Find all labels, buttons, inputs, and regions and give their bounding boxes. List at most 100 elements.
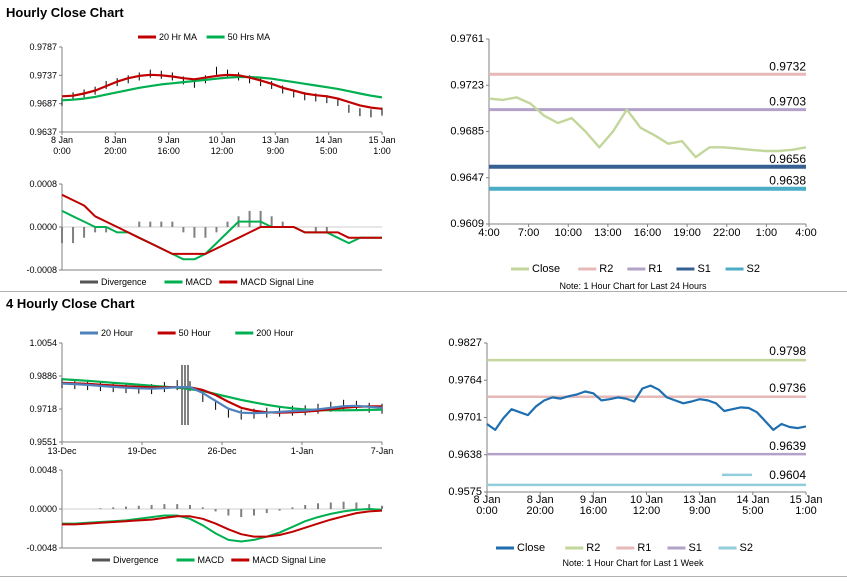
hourly-macd-ytick-label: 0.0000 bbox=[29, 222, 57, 232]
hourly-price-ytick-label: 0.9687 bbox=[29, 99, 57, 109]
week-level-label: 0.9604 bbox=[769, 468, 806, 482]
hourly-price-xtick-label: 10 Jan bbox=[208, 135, 235, 145]
week-chart-ytick-label: 0.9764 bbox=[448, 374, 482, 386]
hourly-50-ma-line bbox=[61, 75, 383, 102]
hourly-price-xtick-label: 16:00 bbox=[157, 146, 180, 156]
hourly-price-ytick-label: 0.9787 bbox=[29, 42, 57, 52]
day-chart-ytick-label: 0.9685 bbox=[450, 126, 484, 138]
hourly-macd-legend-label: Divergence bbox=[101, 277, 147, 287]
four-price-ytick-label: 1.0054 bbox=[29, 338, 57, 348]
day-chart-xtick-label: 16:00 bbox=[634, 227, 662, 239]
four-macd-legend-label: MACD Signal Line bbox=[252, 555, 326, 565]
day-close-line bbox=[488, 96, 807, 159]
day-chart-ytick-label: 0.9647 bbox=[450, 172, 484, 184]
day-chart-xtick-label: 19:00 bbox=[673, 227, 701, 239]
hourly-price-xtick-label: 8 Jan bbox=[51, 135, 73, 145]
week-chart-xtick-label: 8 Jan bbox=[474, 494, 501, 506]
week-chart-xtick-label: 9:00 bbox=[689, 505, 710, 517]
hourly-price-xtick-label: 8 Jan bbox=[104, 135, 126, 145]
four-50-hour-line bbox=[61, 381, 382, 414]
week-chart-xtick-label: 20:00 bbox=[526, 505, 554, 517]
week-close-line bbox=[486, 384, 807, 431]
week-chart-xtick-label: 15 Jan bbox=[789, 494, 822, 506]
hourly-title: Hourly Close Chart bbox=[6, 5, 124, 20]
bottom-divider bbox=[0, 576, 847, 577]
four-hourly-title: 4 Hourly Close Chart bbox=[6, 296, 135, 311]
week-chart-xtick-label: 13 Jan bbox=[683, 494, 716, 506]
day-chart-xtick-label: 1:00 bbox=[756, 227, 777, 239]
four-macd-ytick-label: 0.0048 bbox=[29, 465, 57, 475]
day-chart-xtick-label: 22:00 bbox=[713, 227, 741, 239]
hourly-price-ytick-label: 0.9637 bbox=[29, 127, 57, 137]
week-chart-xtick-label: 1:00 bbox=[795, 505, 816, 517]
hourly-price-xtick-label: 9:00 bbox=[267, 146, 285, 156]
hourly-price-xtick-label: 20:00 bbox=[104, 146, 127, 156]
hourly-price-xtick-label: 5:00 bbox=[320, 146, 338, 156]
hourly-macd-ytick-label: -0.0008 bbox=[26, 265, 57, 275]
day-chart-ytick-label: 0.9723 bbox=[450, 79, 484, 91]
hourly-macd-line bbox=[61, 210, 382, 261]
four-signal-line bbox=[62, 509, 383, 538]
day-chart-legend-label: R1 bbox=[648, 263, 662, 275]
week-chart-note: Note: 1 Hour Chart for Last 1 Week bbox=[563, 558, 704, 568]
week-level-label: 0.9736 bbox=[769, 381, 806, 395]
four-price-ytick-label: 0.9718 bbox=[29, 404, 57, 414]
four-macd-ytick-label: 0.0000 bbox=[29, 504, 57, 514]
hourly-price-xtick-label: 14 Jan bbox=[315, 135, 342, 145]
hourly-price-xtick-label: 13 Jan bbox=[262, 135, 289, 145]
hourly-price-xtick-label: 9 Jan bbox=[158, 135, 180, 145]
day-chart-legend-label: S1 bbox=[697, 263, 710, 275]
week-chart-ytick-label: 0.9638 bbox=[448, 449, 482, 461]
four-macd-ytick-label: -0.0048 bbox=[26, 543, 57, 553]
day-chart-legend-label: S2 bbox=[747, 263, 760, 275]
four-price-xtick-label: 13-Dec bbox=[47, 446, 77, 456]
week-chart-legend-label: S1 bbox=[688, 542, 701, 554]
week-chart-xtick-label: 5:00 bbox=[742, 505, 763, 517]
week-chart-xtick-label: 8 Jan bbox=[527, 494, 554, 506]
hourly-price-xtick-label: 12:00 bbox=[211, 146, 234, 156]
week-chart-xtick-label: 9 Jan bbox=[580, 494, 607, 506]
day-chart-note: Note: 1 Hour Chart for Last 24 Hours bbox=[559, 281, 707, 291]
four-price-ytick-label: 0.9551 bbox=[29, 437, 57, 447]
week-chart-xtick-label: 14 Jan bbox=[736, 494, 769, 506]
four-macd-legend-label: MACD bbox=[198, 555, 225, 565]
hourly-macd-legend-label: MACD bbox=[186, 277, 213, 287]
week-chart-xtick-label: 10 Jan bbox=[630, 494, 663, 506]
hourly-price-xtick-label: 0:00 bbox=[53, 146, 71, 156]
day-chart-xtick-label: 7:00 bbox=[518, 227, 539, 239]
hourly-macd-ytick-label: 0.0008 bbox=[29, 179, 57, 189]
week-chart-xtick-label: 12:00 bbox=[633, 505, 661, 517]
hourly-20-ma-line bbox=[61, 73, 383, 110]
day-chart-legend-label: Close bbox=[532, 263, 560, 275]
four-price-ytick-label: 0.9886 bbox=[29, 371, 57, 381]
four-20-hour-line bbox=[61, 382, 383, 415]
week-level-label: 0.9798 bbox=[769, 344, 806, 358]
week-chart-legend-label: S2 bbox=[740, 542, 753, 554]
four-price-legend-label: 50 Hour bbox=[179, 328, 211, 338]
four-macd-legend-label: Divergence bbox=[113, 555, 159, 565]
week-chart-xtick-label: 16:00 bbox=[580, 505, 608, 517]
week-level-label: 0.9639 bbox=[769, 439, 806, 453]
hourly-price-legend-label: 20 Hr MA bbox=[159, 32, 197, 42]
day-level-label: 0.9656 bbox=[769, 152, 806, 166]
four-macd-line bbox=[62, 508, 383, 543]
four-price-legend-label: 20 Hour bbox=[101, 328, 133, 338]
four-price-legend-label: 200 Hour bbox=[256, 328, 293, 338]
day-chart-xtick-label: 4:00 bbox=[478, 227, 499, 239]
week-chart-legend-label: R2 bbox=[586, 542, 600, 554]
four-price-xtick-label: 7-Jan bbox=[371, 446, 394, 456]
day-level-label: 0.9732 bbox=[769, 59, 806, 73]
week-chart-legend-label: R1 bbox=[637, 542, 651, 554]
hourly-price-legend-label: 50 Hrs MA bbox=[228, 32, 271, 42]
day-chart-ytick-label: 0.9609 bbox=[450, 218, 484, 230]
four-price-xtick-label: 26-Dec bbox=[207, 446, 237, 456]
four-price-xtick-label: 19-Dec bbox=[127, 446, 157, 456]
hourly-price-xtick-label: 1:00 bbox=[373, 146, 391, 156]
day-level-label: 0.9638 bbox=[769, 174, 806, 188]
week-chart-ytick-label: 0.9701 bbox=[448, 412, 482, 424]
day-chart-xtick-label: 13:00 bbox=[594, 227, 622, 239]
day-level-label: 0.9703 bbox=[769, 95, 806, 109]
hourly-price-ytick-label: 0.9737 bbox=[29, 70, 57, 80]
day-chart-xtick-label: 4:00 bbox=[795, 227, 816, 239]
